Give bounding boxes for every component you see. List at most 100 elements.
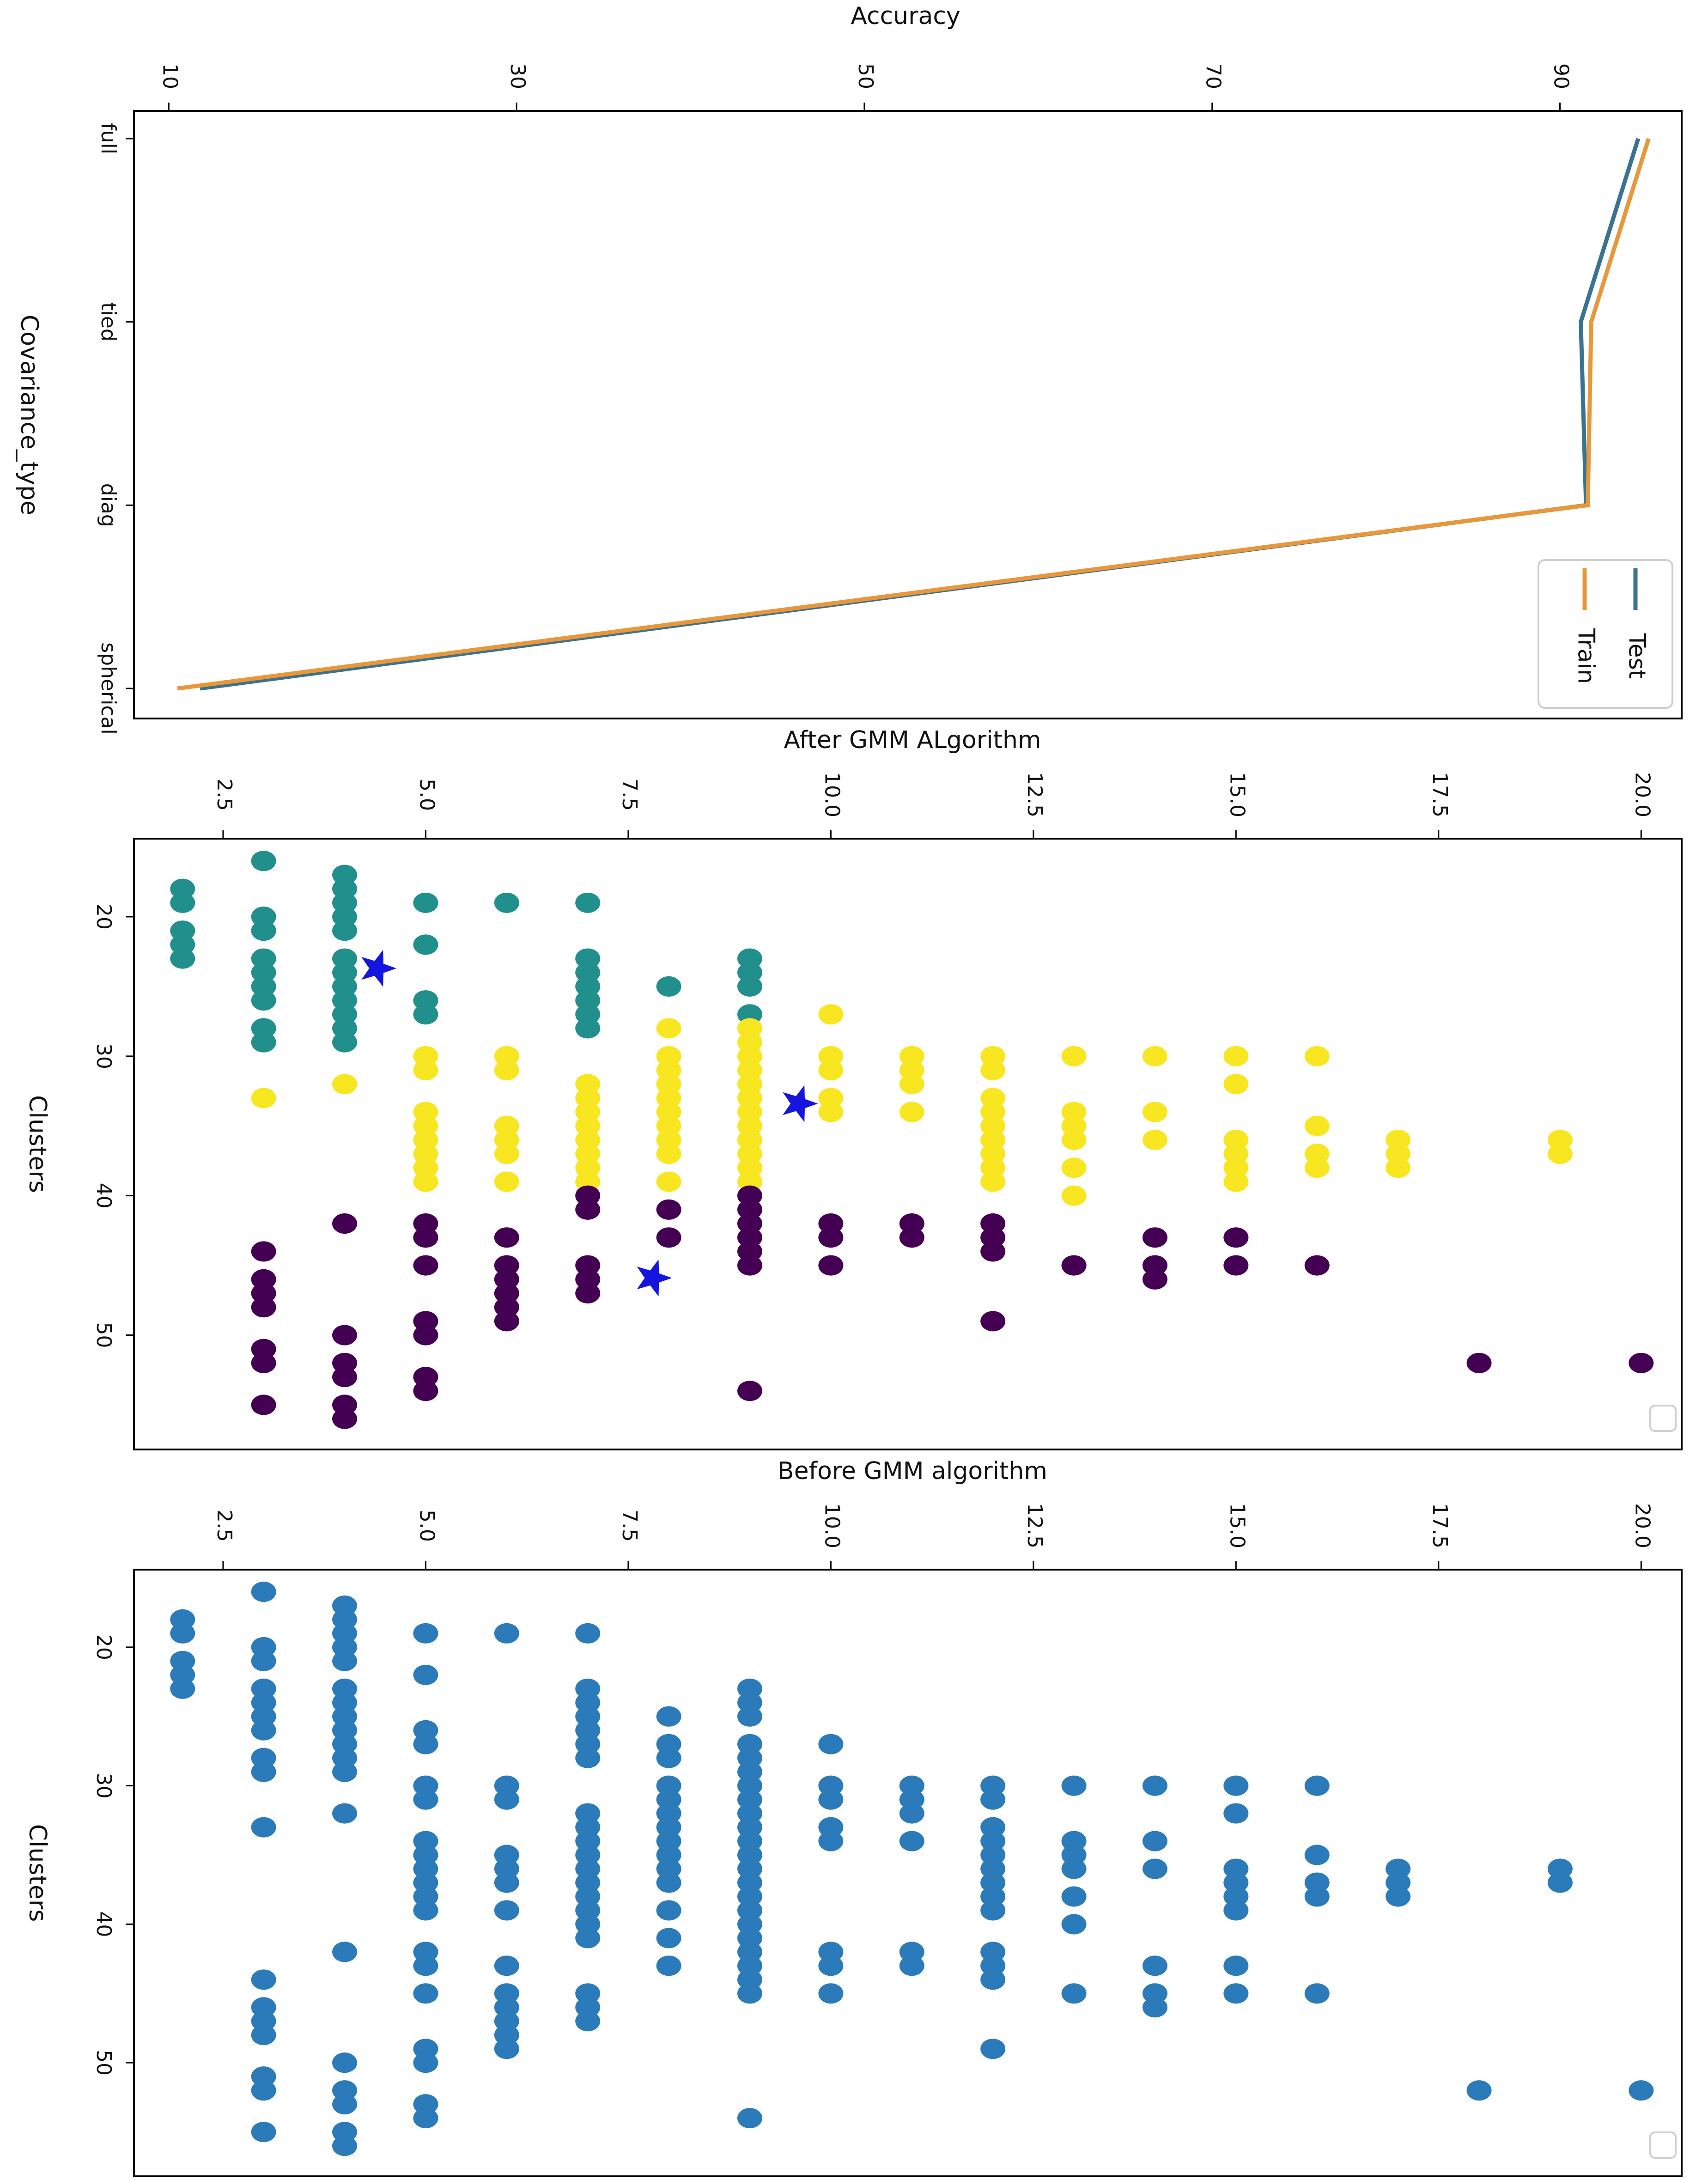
scatter-point — [251, 2080, 276, 2101]
scatter-point-purple — [251, 1269, 276, 1290]
scatter-point — [1142, 1831, 1167, 1851]
scatter-point-yellow — [980, 1171, 1006, 1192]
scatter-point-teal — [332, 920, 358, 941]
plot-frame — [133, 1569, 1683, 2177]
cluster-center-star — [361, 950, 397, 987]
y-tick-label: 10.0 — [820, 1503, 844, 1548]
scatter-point — [251, 1581, 276, 1602]
scatter-point-purple — [413, 1213, 438, 1234]
scatter-point-purple — [1223, 1255, 1249, 1276]
scatter-point-yellow — [737, 1046, 762, 1066]
scatter-point — [818, 1789, 844, 1810]
scatter-point-yellow — [980, 1102, 1006, 1122]
scatter-point-yellow — [413, 1115, 438, 1136]
scatter-point-teal — [332, 892, 358, 913]
scatter-point-yellow — [575, 1115, 601, 1136]
scatter-point — [1142, 1997, 1167, 2018]
scatter-point-yellow — [1142, 1102, 1167, 1122]
series-line-train — [177, 138, 1651, 691]
scatter-point-yellow — [494, 1060, 519, 1081]
x-tick-label: full — [97, 123, 120, 154]
scatter-point-yellow — [1386, 1144, 1411, 1164]
scatter-point-purple — [413, 1381, 438, 1401]
scatter-point-yellow — [818, 1088, 844, 1108]
scatter-point-purple — [980, 1241, 1006, 1262]
scatter-point — [1223, 1803, 1249, 1824]
scatter-point-teal — [170, 892, 195, 913]
scatter-point — [251, 1761, 276, 1782]
x-tick-label: 50 — [92, 1322, 115, 1348]
scatter-point-teal — [332, 1018, 358, 1039]
y-tick-label: 10 — [158, 63, 182, 89]
scatter-point — [494, 1872, 519, 1893]
scatter-point-teal — [170, 934, 195, 955]
scatter-point-teal — [575, 990, 601, 1011]
scatter-point-yellow — [1223, 1129, 1249, 1150]
panel-title: Before GMM algorithm — [778, 1457, 1047, 1485]
y-tick-label: 12.5 — [1023, 1503, 1046, 1548]
scatter-point — [332, 2094, 358, 2115]
scatter-point — [413, 1983, 438, 2004]
y-tick-label: 15.0 — [1225, 1503, 1249, 1548]
scatter-point-purple — [656, 1199, 681, 1220]
scatter-point-yellow — [1304, 1115, 1330, 1136]
scatter-point-yellow — [413, 1144, 438, 1164]
scatter-point-yellow — [737, 1115, 762, 1136]
scatter-point — [899, 1955, 924, 1976]
y-axis-label: Accuracy — [851, 2, 960, 30]
scatter-point-yellow — [494, 1144, 519, 1164]
scatter-point-purple — [1142, 1255, 1167, 1276]
after-gmm-chart: 2.5 5.0 7.5 10.0 12.5 15.0 17.5 20.0 20 30 40 50 Aft… — [24, 726, 1683, 1450]
scatter-point-purple — [818, 1213, 844, 1234]
scatter-point — [1304, 1983, 1330, 2004]
scatter-point-yellow — [818, 1046, 844, 1066]
before-gmm-chart: 2.5 5.0 7.5 10.0 12.5 15.0 17.5 20.0 20 30 40 50 Bef… — [24, 1457, 1683, 2177]
scatter-point — [656, 1748, 681, 1768]
scatter-point-yellow — [656, 1046, 681, 1066]
scatter-point-yellow — [413, 1171, 438, 1192]
x-tick-label: spherical — [97, 642, 120, 735]
scatter-point — [1223, 1955, 1249, 1976]
scatter-point-yellow — [656, 1115, 681, 1136]
scatter-point-yellow — [656, 1102, 681, 1122]
scatter-point-purple — [494, 1227, 519, 1248]
scatter-point-yellow — [575, 1144, 601, 1164]
scatter-point-yellow — [1547, 1144, 1573, 1164]
scatter-point-yellow — [575, 1074, 601, 1095]
legend-label-test: Test — [1624, 633, 1651, 679]
y-tick-label: 12.5 — [1023, 772, 1046, 817]
scatter-point-yellow — [737, 1144, 762, 1164]
scatter-point-yellow — [1304, 1144, 1330, 1164]
scatter-point-yellow — [251, 1088, 276, 1108]
x-tick-label: diag — [97, 483, 120, 527]
cluster-center-star — [783, 1085, 818, 1122]
scatter-point — [413, 1734, 438, 1754]
scatter-point-yellow — [737, 1157, 762, 1178]
scatter-point-teal — [251, 920, 276, 941]
scatter-point — [251, 1720, 276, 1741]
scatter-point — [1061, 1914, 1087, 1935]
scatter-point-yellow — [1386, 1157, 1411, 1178]
scatter-point-teal — [251, 948, 276, 969]
scatter-point-purple — [332, 1325, 358, 1346]
scatter-point — [251, 1817, 276, 1838]
scatter-point-teal — [413, 990, 438, 1011]
x-tick-label: 20 — [92, 1634, 115, 1660]
scatter-point-purple — [737, 1255, 762, 1276]
scatter-point-yellow — [332, 1074, 358, 1095]
scatter-point — [413, 2052, 438, 2073]
y-tick-label: 7.5 — [618, 1510, 641, 1542]
scatter-point-purple — [1223, 1227, 1249, 1248]
scatter-point-yellow — [1223, 1171, 1249, 1192]
scatter-point — [332, 2052, 358, 2073]
scatter-point-teal — [170, 878, 195, 899]
scatter-point — [494, 1623, 519, 1644]
scatter-point-purple — [251, 1297, 276, 1318]
scatter-point-yellow — [575, 1129, 601, 1150]
scatter-point-purple — [251, 1241, 276, 1262]
scatter-point-yellow — [656, 1144, 681, 1164]
scatter-point-yellow — [1061, 1102, 1087, 1122]
x-tick-label: 40 — [92, 1911, 115, 1937]
scatter-point — [656, 1928, 681, 1949]
